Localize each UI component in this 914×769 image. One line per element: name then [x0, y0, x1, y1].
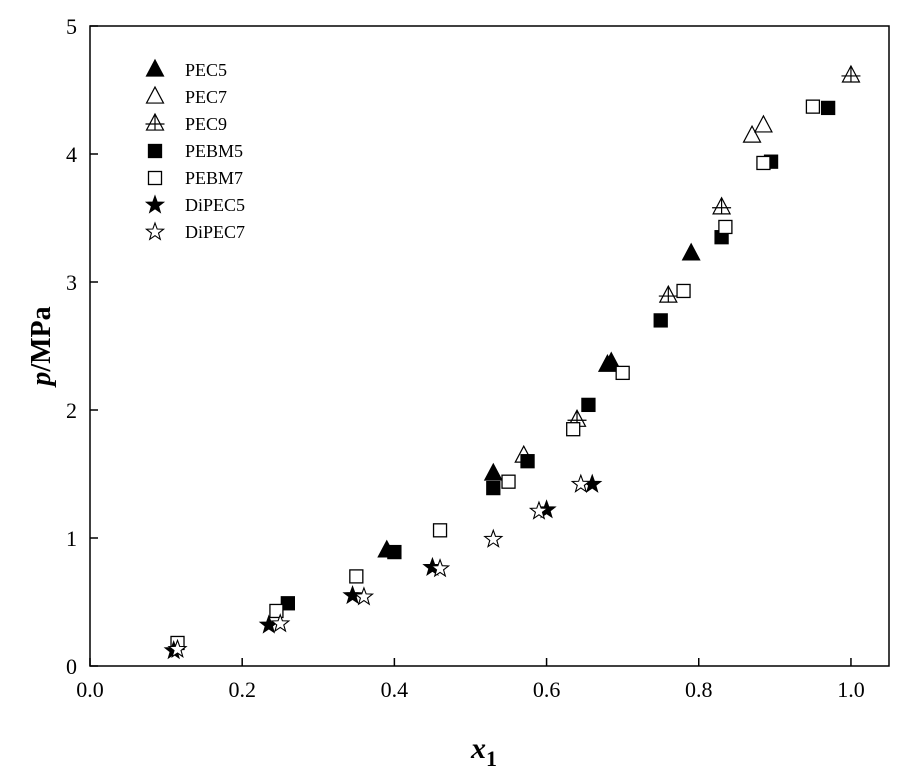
data-point: [820, 100, 836, 116]
legend-marker: [144, 194, 166, 214]
data-points-layer: [163, 64, 861, 660]
series-pec5: [377, 242, 701, 558]
series-pebm7: [170, 99, 821, 651]
data-point: [742, 124, 762, 143]
legend-label: DiPEC7: [185, 222, 245, 242]
data-point: [756, 155, 771, 171]
data-point: [387, 544, 402, 560]
legend-marker: [145, 58, 165, 77]
legend-marker: [147, 170, 163, 186]
x-tick-label: 0.8: [685, 677, 713, 702]
legend-label: PEC7: [185, 87, 227, 107]
x-tick-label: 0.2: [228, 677, 256, 702]
data-point: [483, 528, 504, 548]
data-point: [280, 596, 295, 611]
legend-label: DiPEC5: [185, 195, 245, 215]
x-tick-label: 1.0: [837, 677, 865, 702]
data-point: [528, 500, 550, 520]
legend-item-pebm7: PEBM7: [147, 168, 243, 188]
series-pec7: [514, 114, 773, 463]
y-axis-title: p/MPa: [26, 306, 57, 387]
data-point: [483, 462, 503, 481]
x-axis-title-main: x: [470, 732, 486, 765]
data-point: [805, 99, 821, 114]
x-axis-title-subscript: 1: [486, 746, 497, 769]
series-pec9: [567, 64, 861, 427]
data-point: [676, 283, 691, 299]
data-point: [566, 422, 581, 437]
legend-label: PEC5: [185, 60, 227, 80]
legend-marker: [144, 221, 166, 241]
y-tick-label: 5: [66, 14, 77, 39]
data-point: [615, 365, 630, 381]
y-axis-title-rest: /MPa: [26, 306, 57, 372]
plot-frame: [89, 25, 890, 667]
data-point: [349, 569, 364, 584]
x-tick-label: 0.6: [533, 677, 561, 702]
legend-item-pec5: PEC5: [145, 58, 227, 80]
data-point: [486, 480, 501, 496]
data-point: [841, 64, 861, 83]
data-point: [681, 242, 701, 261]
data-point: [429, 558, 451, 578]
x-axis-title: x1: [470, 732, 497, 769]
data-point: [718, 219, 733, 235]
data-point: [601, 351, 621, 370]
data-point: [167, 638, 188, 658]
data-point: [712, 196, 732, 215]
legend-item-dipec5: DiPEC5: [144, 194, 245, 215]
x-tick-label: 0.4: [381, 677, 409, 702]
series-dipec5: [163, 473, 603, 660]
y-tick-label: 3: [66, 270, 77, 295]
data-point: [581, 397, 596, 413]
legend-marker: [145, 112, 165, 131]
data-point: [501, 474, 516, 489]
data-point: [353, 586, 375, 606]
x-tick-label: 0.0: [76, 677, 104, 702]
legend-item-dipec7: DiPEC7: [144, 221, 245, 242]
data-point: [342, 584, 363, 605]
y-tick-label: 4: [66, 142, 77, 167]
data-point: [653, 313, 668, 328]
legend-item-pebm5: PEBM5: [147, 141, 243, 161]
legend-marker: [147, 143, 163, 159]
legend-label: PEC9: [185, 114, 227, 134]
y-axis-title-italic: p: [26, 372, 57, 388]
data-point: [432, 523, 448, 538]
data-point: [269, 603, 284, 619]
series-dipec7: [167, 473, 591, 658]
legend-marker: [145, 85, 165, 104]
data-point: [570, 473, 591, 493]
legend-label: PEBM5: [185, 141, 243, 161]
y-tick-label: 2: [66, 398, 77, 423]
legend-item-pec9: PEC9: [145, 112, 227, 134]
legend-label: PEBM7: [185, 168, 243, 188]
data-point: [270, 613, 291, 633]
legend-item-pec7: PEC7: [145, 85, 227, 107]
legend: PEC5 PEC7 PEC9 PEBM5 PEBM7 DiPEC5 DiPEC7: [144, 58, 245, 242]
series-pebm5: [280, 100, 836, 611]
data-point: [753, 114, 773, 133]
ticks-layer: 0.0 0.2 0.4 0.6 0.8 1.0 0 1 2 3 4 5: [66, 14, 865, 702]
data-point: [658, 284, 678, 303]
y-tick-label: 1: [66, 526, 77, 551]
data-point: [520, 454, 535, 469]
y-tick-label: 0: [66, 654, 77, 679]
